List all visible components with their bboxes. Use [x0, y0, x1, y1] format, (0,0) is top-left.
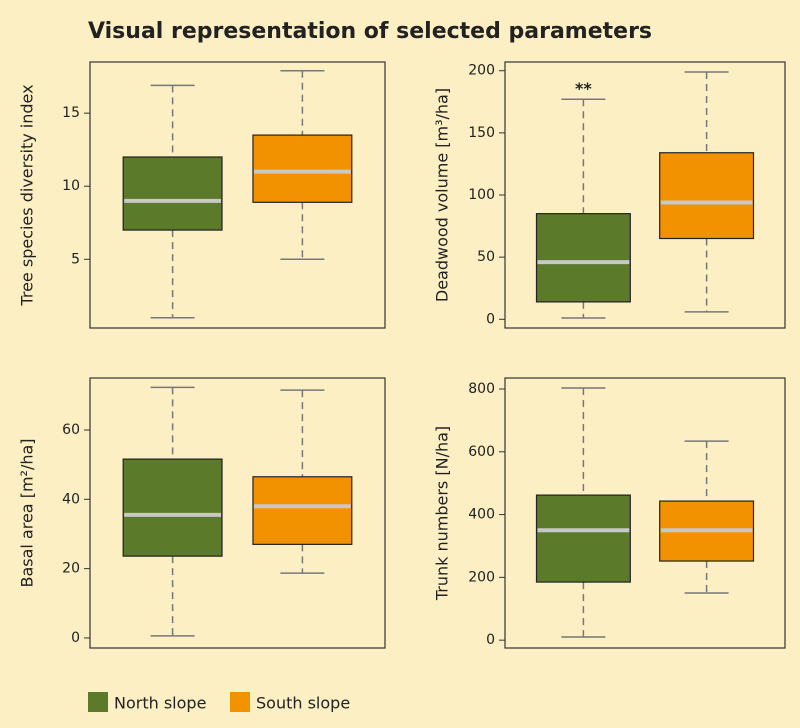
y-axis-label: Basal area [m²/ha]: [18, 438, 37, 587]
y-axis-label: Trunk numbers [N/ha]: [433, 426, 452, 601]
y-tick-label: 400: [468, 507, 495, 523]
y-tick-label: 800: [468, 381, 495, 397]
y-tick-label: 10: [62, 178, 80, 194]
legend-swatch: [230, 692, 250, 712]
y-tick-label: 40: [62, 491, 80, 507]
box: [122, 156, 223, 231]
y-tick-label: 50: [477, 249, 495, 265]
legend-label: South slope: [256, 694, 350, 713]
y-tick-label: 0: [486, 632, 495, 648]
y-tick-label: 60: [62, 422, 80, 438]
plot-frame: [89, 61, 386, 329]
annotation: **: [575, 79, 592, 98]
box: [252, 134, 353, 203]
y-tick-label: 200: [468, 569, 495, 585]
y-tick-label: 5: [71, 251, 80, 267]
y-tick-label: 0: [71, 630, 80, 646]
box: [122, 458, 223, 557]
y-tick-label: 15: [62, 105, 80, 121]
y-axis-label: Deadwood volume [m³/ha]: [433, 88, 452, 302]
y-tick-label: 100: [468, 187, 495, 203]
box: [659, 152, 755, 240]
box: [252, 476, 353, 545]
box: [535, 213, 631, 303]
y-tick-label: 20: [62, 561, 80, 577]
box: [535, 494, 631, 583]
y-axis-label: Tree species diversity index: [18, 84, 37, 306]
page-title: Visual representation of selected parame…: [88, 19, 652, 44]
legend-label: North slope: [114, 694, 206, 713]
y-tick-label: 200: [468, 63, 495, 79]
y-tick-label: 600: [468, 444, 495, 460]
y-tick-label: 0: [486, 311, 495, 327]
plot-frame: [504, 377, 786, 649]
legend-swatch: [88, 692, 108, 712]
y-tick-label: 150: [468, 125, 495, 141]
plot-frame: [89, 377, 386, 649]
